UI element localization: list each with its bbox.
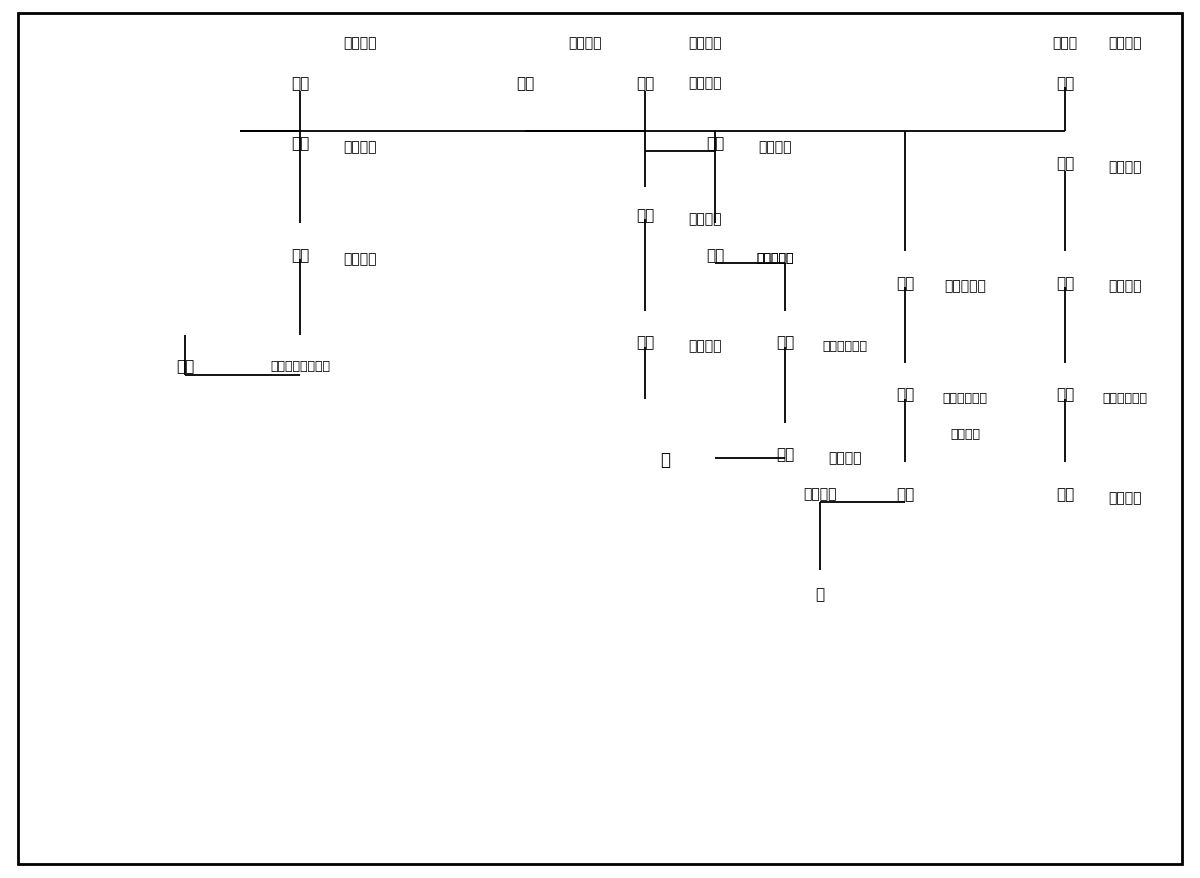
- Text: 武重: 武重: [176, 359, 194, 374]
- Text: 江戸四郎: 江戸四郎: [343, 36, 377, 50]
- Text: 二郎大夫: 二郎大夫: [689, 76, 721, 90]
- Text: 能隆: 能隆: [636, 207, 654, 222]
- Text: 秩父小二郎: 秩父小二郎: [756, 251, 793, 264]
- Text: 高山三郎: 高山三郎: [569, 36, 601, 50]
- Text: 重政: 重政: [896, 487, 914, 502]
- Text: 重遠: 重遠: [516, 76, 534, 90]
- Text: 河越秩父: 河越秩父: [689, 36, 721, 50]
- Text: 小澤二郎: 小澤二郎: [950, 427, 980, 440]
- Text: 重忠: 重忠: [1056, 387, 1074, 402]
- Text: 秩父小二郎: 秩父小二郎: [756, 251, 793, 264]
- Text: 江戸太郎: 江戸太郎: [343, 140, 377, 154]
- Text: 重隆: 重隆: [636, 76, 654, 90]
- Text: 重能: 重能: [1056, 276, 1074, 291]
- Text: 江戸木田見小二郎: 江戸木田見小二郎: [270, 359, 330, 372]
- Text: 重成: 重成: [896, 387, 914, 402]
- Text: 秩父権守: 秩父権守: [1109, 36, 1141, 50]
- Text: 葛貫別当: 葛貫別当: [689, 212, 721, 226]
- Text: 重朝: 重朝: [776, 335, 794, 350]
- Text: 綾小路局: 綾小路局: [803, 487, 836, 500]
- Text: 秩父榛谷四郎: 秩父榛谷四郎: [822, 339, 868, 352]
- Text: 小山田別当: 小山田別当: [944, 279, 986, 293]
- Text: 有重: 有重: [896, 276, 914, 291]
- Text: 忠重: 忠重: [290, 248, 310, 263]
- Text: 女: 女: [816, 587, 824, 601]
- Text: 太郎大夫: 太郎大夫: [1109, 160, 1141, 174]
- Text: 稲毛三郎入道: 稲毛三郎入道: [942, 391, 988, 404]
- Text: 稲毛五郎: 稲毛五郎: [758, 140, 792, 154]
- Text: 重頼: 重頼: [636, 335, 654, 350]
- Text: 重季: 重季: [776, 447, 794, 462]
- Text: 重弘: 重弘: [1056, 155, 1074, 170]
- Text: 女: 女: [660, 451, 670, 469]
- Text: 重継: 重継: [290, 76, 310, 90]
- Text: 重綱: 重綱: [1056, 76, 1074, 90]
- Text: 河越太郎: 河越太郎: [689, 339, 721, 353]
- Text: 畠山庄司次郎: 畠山庄司次郎: [1103, 391, 1147, 404]
- Text: 畠山庄司: 畠山庄司: [1109, 279, 1141, 293]
- Text: 重長: 重長: [290, 136, 310, 151]
- Text: 重秀: 重秀: [706, 248, 724, 263]
- Text: 行重: 行重: [706, 136, 724, 151]
- Text: 秩父太郎: 秩父太郎: [828, 451, 862, 465]
- Text: 江戸太郎: 江戸太郎: [343, 251, 377, 265]
- Text: 下野守: 下野守: [1052, 36, 1078, 50]
- Text: 重保: 重保: [1056, 487, 1074, 502]
- Text: 畠山六郎: 畠山六郎: [1109, 491, 1141, 505]
